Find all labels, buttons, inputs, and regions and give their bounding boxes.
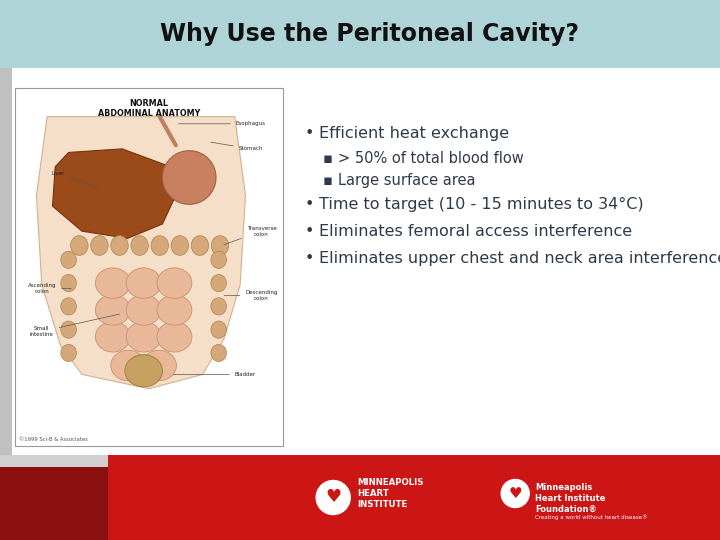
Ellipse shape xyxy=(60,274,76,292)
Ellipse shape xyxy=(211,274,227,292)
Text: Minneapolis
Heart Institute
Foundation®: Minneapolis Heart Institute Foundation® xyxy=(535,483,606,514)
Text: ▪: ▪ xyxy=(323,173,333,188)
Ellipse shape xyxy=(95,268,130,298)
Bar xyxy=(0,68,720,455)
Ellipse shape xyxy=(211,251,227,268)
Circle shape xyxy=(501,480,529,508)
Polygon shape xyxy=(37,117,246,389)
Ellipse shape xyxy=(171,235,189,255)
Ellipse shape xyxy=(60,345,76,361)
Bar xyxy=(0,455,108,467)
Ellipse shape xyxy=(211,321,227,338)
Ellipse shape xyxy=(95,322,130,352)
Text: Descending
colon: Descending colon xyxy=(224,290,278,301)
Ellipse shape xyxy=(60,321,76,338)
Ellipse shape xyxy=(95,295,130,325)
Text: ▪: ▪ xyxy=(323,151,333,166)
Ellipse shape xyxy=(211,298,227,315)
Text: Transverse
colon: Transverse colon xyxy=(224,226,276,245)
Circle shape xyxy=(316,481,350,515)
Ellipse shape xyxy=(60,298,76,315)
Ellipse shape xyxy=(111,235,128,255)
Ellipse shape xyxy=(163,151,216,204)
Text: Time to target (10 - 15 minutes to 34°C): Time to target (10 - 15 minutes to 34°C) xyxy=(319,197,644,212)
Bar xyxy=(15,88,283,446)
Ellipse shape xyxy=(125,355,163,387)
Bar xyxy=(0,0,720,68)
Ellipse shape xyxy=(60,251,76,268)
Text: •: • xyxy=(305,126,315,141)
Text: Ascending
colon: Ascending colon xyxy=(27,283,71,294)
Text: NORMAL
ABDOMINAL ANATOMY: NORMAL ABDOMINAL ANATOMY xyxy=(98,99,200,118)
Text: > 50% of total blood flow: > 50% of total blood flow xyxy=(338,151,523,166)
Text: ♥: ♥ xyxy=(325,489,341,507)
Text: MINNEAPOLIS
HEART
INSTITUTE: MINNEAPOLIS HEART INSTITUTE xyxy=(357,477,423,509)
Ellipse shape xyxy=(211,235,229,255)
Ellipse shape xyxy=(142,350,176,381)
Ellipse shape xyxy=(71,235,88,255)
Text: Efficient heat exchange: Efficient heat exchange xyxy=(319,126,509,141)
Ellipse shape xyxy=(157,295,192,325)
Text: Large surface area: Large surface area xyxy=(338,173,475,188)
Text: Creating a world without heart disease®: Creating a world without heart disease® xyxy=(535,514,648,519)
Text: •: • xyxy=(305,251,315,266)
Text: Small
intestine: Small intestine xyxy=(30,314,120,337)
Ellipse shape xyxy=(192,235,209,255)
Ellipse shape xyxy=(157,322,192,352)
Bar xyxy=(0,455,720,540)
Ellipse shape xyxy=(126,322,161,352)
Bar xyxy=(0,455,108,540)
Ellipse shape xyxy=(126,295,161,325)
Polygon shape xyxy=(53,149,176,238)
Ellipse shape xyxy=(126,268,161,298)
Ellipse shape xyxy=(91,235,108,255)
Text: •: • xyxy=(305,224,315,239)
Text: ♥: ♥ xyxy=(508,486,522,501)
Ellipse shape xyxy=(111,350,145,381)
Bar xyxy=(0,68,12,455)
Ellipse shape xyxy=(151,235,168,255)
Ellipse shape xyxy=(157,268,192,298)
Ellipse shape xyxy=(211,345,227,361)
Ellipse shape xyxy=(131,235,148,255)
Text: Eliminates femoral access interference: Eliminates femoral access interference xyxy=(319,224,632,239)
Text: Liver: Liver xyxy=(51,171,98,187)
Text: Stomach: Stomach xyxy=(211,142,263,151)
Text: •: • xyxy=(305,197,315,212)
Text: Bladder: Bladder xyxy=(174,372,256,377)
Text: Why Use the Peritoneal Cavity?: Why Use the Peritoneal Cavity? xyxy=(161,22,580,46)
Text: Esophagus: Esophagus xyxy=(179,122,266,126)
Text: Eliminates upper chest and neck area interference: Eliminates upper chest and neck area int… xyxy=(319,251,720,266)
Text: ©1999 Sci-B & Associates: ©1999 Sci-B & Associates xyxy=(19,437,88,442)
